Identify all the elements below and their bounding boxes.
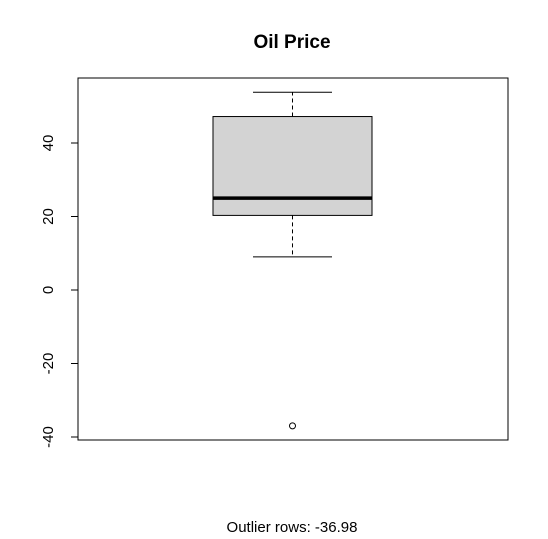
chart-title: Oil Price xyxy=(253,32,330,53)
outlier-point xyxy=(289,422,296,430)
y-tick-label: -20 xyxy=(40,353,57,375)
y-tick-label: -40 xyxy=(40,426,57,448)
iqr-box xyxy=(212,116,373,216)
y-axis: -40 -20 0 20 40 xyxy=(40,135,79,448)
y-tick-label: 40 xyxy=(40,135,57,152)
y-tick-label: 20 xyxy=(40,208,57,225)
outlier-rows-label: Outlier rows: -36.98 xyxy=(227,519,358,536)
box-plot xyxy=(212,91,373,430)
y-tick-label: 0 xyxy=(40,286,57,294)
